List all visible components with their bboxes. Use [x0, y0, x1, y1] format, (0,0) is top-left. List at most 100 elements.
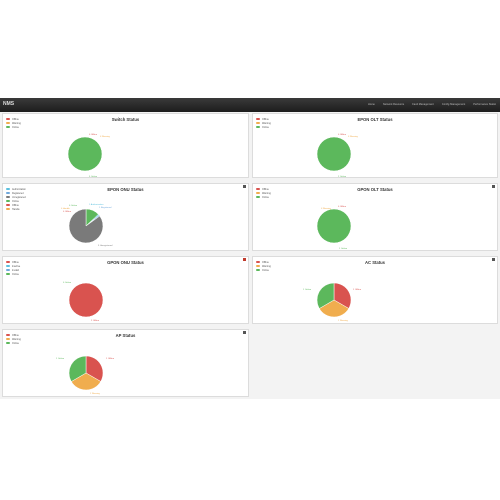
legend-item[interactable]: Offline [6, 260, 20, 264]
main-nav: Home Network Resource Fault Management C… [368, 103, 496, 106]
legend-item[interactable]: Offline [256, 117, 271, 121]
data-label-offline: 1 Offline [353, 289, 362, 291]
data-label-authorization: 1 Authorization [89, 203, 104, 206]
pie-chart: 0 Offline 0 Warning 5 Online [67, 134, 111, 178]
close-icon[interactable] [492, 185, 495, 188]
legend-swatch [6, 195, 10, 199]
legend-item[interactable]: Offline [256, 187, 271, 191]
legend-swatch [6, 191, 10, 195]
pie-slice-unregistered[interactable] [68, 208, 104, 244]
panel-title: AP Status [115, 333, 136, 338]
data-label-offline: 0 Offline [338, 134, 347, 136]
dashboard-content: Switch Status Offline Warning Online 0 O… [0, 112, 500, 399]
pie-slice-warning[interactable] [70, 372, 102, 391]
legend-swatch [256, 121, 260, 125]
nav-home[interactable]: Home [367, 103, 375, 106]
legend-item[interactable]: Registered [6, 191, 26, 195]
data-label-registered: 1 Registered [99, 206, 112, 209]
chart-legend: Offline Warning Online [6, 117, 21, 129]
legend-swatch [6, 121, 10, 125]
legend-item[interactable]: Warning [256, 264, 271, 268]
data-label-warning: 0 Warning [321, 207, 332, 210]
pie-slice-offline[interactable] [333, 282, 352, 309]
pie-slice-online[interactable] [68, 355, 87, 382]
data-label-online: 1 Online [339, 248, 348, 250]
legend-item[interactable]: Online [6, 199, 26, 203]
data-label-unregistered: 5 Unregistered [98, 244, 113, 247]
pie-chart: 0 Offline 0 Warning 1 Online [316, 206, 352, 250]
pie-slice-online[interactable] [67, 136, 103, 172]
data-label-online: 2 Online [338, 176, 347, 178]
legend-item[interactable]: Handle [6, 207, 26, 211]
legend-item[interactable]: Offline [6, 333, 21, 337]
legend-item[interactable]: Warning [6, 337, 21, 341]
legend-swatch [6, 125, 10, 129]
pie-chart: 0 Offline 0 Warning 2 Online [316, 134, 359, 178]
pie-slice-online[interactable] [316, 282, 335, 309]
legend-swatch [256, 187, 260, 191]
panel-title: EPON OLT Status [357, 117, 393, 122]
panel-title: AC Status [364, 260, 385, 265]
data-label-offline: 0 Offline [63, 211, 72, 213]
nav-network-resource[interactable]: Network Resource [382, 103, 405, 106]
pie-slice-offline[interactable] [68, 282, 104, 318]
data-label-handle: 0 Handle [61, 208, 71, 210]
legend-item[interactable]: Offline [256, 260, 271, 264]
nav-config-management[interactable]: Config Management [441, 103, 466, 106]
legend-item[interactable]: Offline [6, 117, 21, 121]
pie-slices [316, 282, 352, 318]
legend-swatch [6, 264, 10, 268]
legend-swatch [6, 268, 10, 272]
pie-chart: 1 Offline 1 Warning 1 Online [56, 355, 115, 395]
close-icon[interactable] [243, 185, 246, 188]
legend-item[interactable]: Online [6, 341, 21, 345]
close-icon[interactable] [243, 331, 246, 334]
legend-item[interactable]: Online [6, 125, 21, 129]
data-label-warning: 0 Warning [100, 135, 111, 138]
legend-swatch [6, 272, 10, 276]
legend-swatch [256, 195, 260, 199]
data-label-offline: 0 Offline [338, 206, 347, 208]
legend-item[interactable]: Online [256, 195, 271, 199]
pie-slice-offline[interactable] [85, 355, 104, 382]
chart-legend: Offline Warning Online [256, 260, 271, 272]
app-brand[interactable]: NMS [3, 101, 15, 107]
legend-item[interactable]: Warning [256, 121, 271, 125]
data-label-warning: 1 Warning [90, 392, 101, 395]
data-label-warning: 1 Warning [338, 319, 349, 322]
legend-item[interactable]: Offline [6, 203, 26, 207]
top-navbar: NMS Home Network Resource Fault Manageme… [0, 98, 500, 112]
pie-slices [68, 355, 104, 391]
legend-item[interactable]: Warning [6, 121, 21, 125]
panel-switch-status: Switch Status Offline Warning Online 0 O… [2, 113, 249, 178]
pie-slice-online[interactable] [316, 136, 352, 172]
panel-title: Switch Status [111, 117, 140, 122]
pie-slices [68, 208, 104, 244]
data-label-offline: 2 Offline [91, 320, 100, 322]
chart-legend: Authorization Registered Unregistered On… [6, 187, 26, 211]
panel-title: GPON ONU Status [107, 260, 144, 265]
data-label-offline: 1 Offline [106, 358, 115, 360]
legend-item[interactable]: Invalid [6, 268, 20, 272]
legend-item[interactable]: Online [256, 125, 271, 129]
panel-epon-olt-status: EPON OLT Status Offline Warning Online 0… [252, 113, 498, 178]
legend-swatch [6, 203, 10, 207]
pie-chart: 0 Online 2 Offline [63, 282, 104, 322]
close-icon[interactable] [492, 258, 495, 261]
close-icon[interactable] [243, 258, 246, 261]
pie-slice-online[interactable] [316, 208, 352, 244]
chart-legend: Offline Inactive Invalid Online [6, 260, 20, 276]
legend-swatch [256, 268, 260, 272]
panel-ap-status: AP Status Offline Warning Online 1 Offli… [2, 329, 249, 397]
pie-slice-warning[interactable] [318, 299, 350, 318]
legend-item[interactable]: Warning [256, 191, 271, 195]
legend-item[interactable]: Inactive [6, 264, 20, 268]
legend-item[interactable]: Authorization [6, 187, 26, 191]
legend-item[interactable]: Online [256, 268, 271, 272]
nav-performance-statistics[interactable]: Performance Statist [473, 103, 496, 106]
legend-item[interactable]: Online [6, 272, 20, 276]
legend-swatch [256, 191, 260, 195]
legend-item[interactable]: Unregistered [6, 195, 26, 199]
nav-fault-management[interactable]: Fault Management [412, 103, 434, 106]
panel-gpon-onu-status: GPON ONU Status Offline Inactive Invalid… [2, 256, 249, 324]
